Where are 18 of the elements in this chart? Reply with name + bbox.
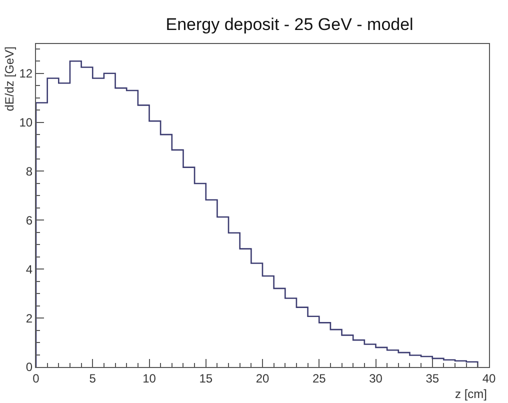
x-tick-label: 25 [312, 371, 326, 386]
y-tick-label: 2 [26, 311, 33, 326]
x-tick-label: 20 [256, 371, 270, 386]
x-tick-label: 5 [89, 371, 96, 386]
y-tick-label: 8 [26, 164, 33, 178]
x-tick-label: 30 [369, 371, 383, 386]
y-tick-label: 6 [26, 213, 33, 228]
y-tick-label: 0 [26, 360, 33, 374]
x-tick-label: 35 [426, 371, 440, 386]
x-tick-label: 10 [142, 371, 156, 386]
y-axis-title: dE/dz [GeV] [2, 46, 16, 112]
x-axis-title: z [cm] [455, 387, 487, 401]
chart-title: Energy deposit - 25 GeV - model [166, 15, 414, 34]
y-tick-label: 4 [26, 262, 33, 276]
y-tick-label: 12 [19, 66, 33, 81]
x-tick-label: 15 [199, 371, 213, 386]
x-tick-label: 40 [482, 371, 496, 386]
y-tick-label: 10 [19, 116, 33, 130]
